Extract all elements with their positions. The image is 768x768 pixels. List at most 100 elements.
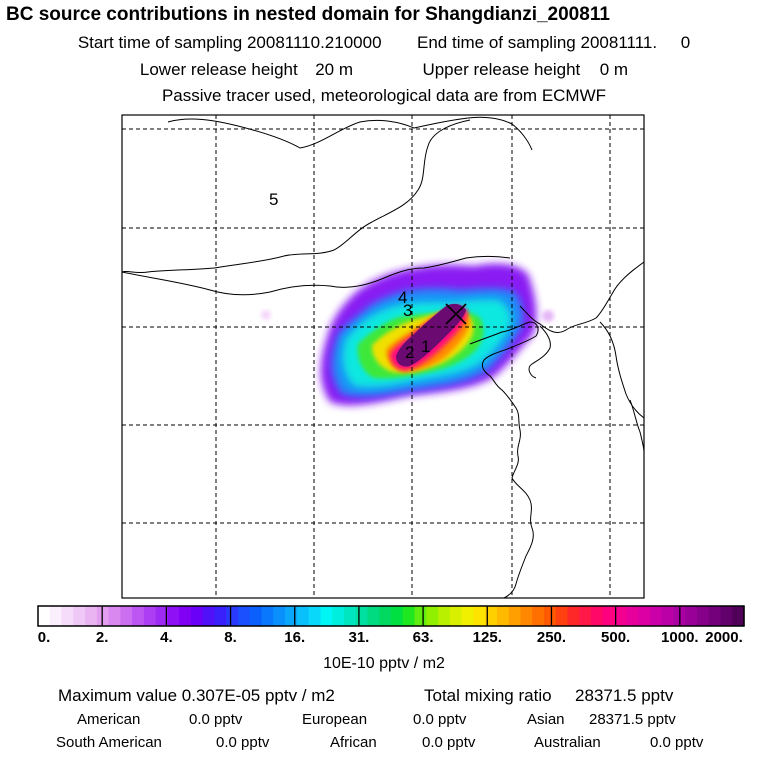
total-mixing-ratio: Total mixing ratio 28371.5 pptv	[424, 686, 673, 706]
coastline	[528, 325, 551, 379]
colorbar-cell	[602, 606, 616, 626]
colorbar-cell	[285, 606, 298, 626]
max-value-label: Maximum value	[58, 686, 178, 705]
colorbar-cell	[685, 606, 698, 626]
colorbar-cell	[579, 606, 592, 626]
start-time-value: 20081110.210000	[246, 33, 382, 52]
colorbar-cell	[226, 606, 239, 626]
colorbar-cell	[249, 606, 263, 626]
region-value: 0.0 pptv	[413, 711, 467, 728]
colorbar-cell	[120, 606, 133, 626]
colorbar-cell	[638, 606, 651, 626]
colorbar-cell	[567, 606, 580, 626]
sampling-time-line: Start time of sampling 20081110.210000 E…	[0, 33, 768, 53]
colorbar-dividers	[101, 606, 681, 626]
colorbar-tick-label: 1000.	[661, 629, 699, 646]
map-label-2: 2	[405, 343, 414, 362]
total-value: 28371.5 pptv	[575, 686, 674, 705]
colorbar-cell	[461, 606, 474, 626]
map-label-1: 1	[421, 337, 430, 356]
region-labels: 1 2 3 4 5	[269, 190, 430, 362]
colorbar-cells	[38, 606, 745, 626]
colorbar-cell	[708, 606, 722, 626]
plume-fleck	[542, 310, 554, 322]
region-value: 0.0 pptv	[189, 711, 243, 728]
colorbar-units: 10E-10 pptv / m2	[323, 655, 445, 672]
colorbar-cell	[355, 606, 369, 626]
release-height-line: Lower release height 20 m Upper release …	[0, 60, 768, 80]
plume-layer-core	[396, 303, 466, 367]
lower-height-value: 20 m	[315, 60, 353, 79]
receptor-marker	[445, 303, 467, 325]
total-label: Total mixing ratio	[424, 686, 552, 705]
colorbar-cell	[179, 606, 192, 626]
region-name: South American	[56, 734, 162, 751]
colorbar-frame	[37, 605, 745, 627]
colorbar-cell	[391, 606, 404, 626]
region-name: European	[302, 711, 368, 728]
border-line	[122, 119, 471, 274]
colorbar-cell	[496, 606, 510, 626]
colorbar-cell	[696, 606, 710, 626]
colorbar-cell	[343, 606, 357, 626]
plume-layers	[261, 263, 554, 406]
colorbar-cell	[367, 606, 380, 626]
region-value: 0.0 pptv	[422, 734, 476, 751]
coastline	[599, 321, 644, 419]
colorbar-cell	[555, 606, 569, 626]
end-time-label: End time of sampling	[417, 33, 576, 52]
chart-title: BC source contributions in nested domain…	[6, 4, 610, 25]
max-value: Maximum value 0.307E-05 pptv / m2	[58, 686, 335, 706]
colorbar-cell	[591, 606, 604, 626]
colorbar-cell	[379, 606, 392, 626]
end-time-value: 20081111. 0	[580, 33, 691, 52]
map-label-5: 5	[269, 190, 278, 209]
colorbar-cell	[449, 606, 463, 626]
colorbar-tick-label: 2.	[95, 629, 109, 646]
region-value: 28371.5 pptv	[589, 711, 676, 728]
colorbar-cell	[273, 606, 286, 626]
border-line	[122, 256, 511, 296]
region-name: Australian	[534, 734, 601, 751]
colorbar-cell	[296, 606, 310, 626]
colorbar-cell	[720, 606, 733, 626]
map-label-3: 3	[403, 301, 412, 320]
colorbar-tick-label: 31.	[348, 629, 370, 646]
coastline	[469, 321, 539, 598]
colorbar-cell	[61, 606, 74, 626]
colorbar-cell	[73, 606, 86, 626]
colorbar-cell	[414, 606, 427, 626]
colorbar-cell	[308, 606, 321, 626]
border-line	[167, 116, 533, 151]
colorbar-cell	[520, 606, 533, 626]
upper-height-value: 0 m	[599, 60, 629, 79]
colorbar-cell	[508, 606, 522, 626]
plume-fleck	[261, 310, 271, 320]
colorbar-cell	[49, 606, 63, 626]
colorbar-cell	[38, 606, 51, 626]
colorbar-tick-label: 0.	[37, 629, 51, 646]
colorbar-cell	[426, 606, 439, 626]
colorbar-cell	[626, 606, 639, 626]
colorbar-tick-label: 500.	[601, 629, 631, 646]
border-line	[519, 261, 644, 333]
colorbar-cell	[202, 606, 216, 626]
start-time-label: Start time of sampling	[77, 33, 243, 52]
colorbar-cell	[143, 606, 157, 626]
colorbar-cell	[485, 606, 498, 626]
coastlines-borders	[122, 116, 644, 598]
colorbar-cell	[532, 606, 545, 626]
grid-lines	[122, 115, 644, 598]
colorbar-cell	[85, 606, 98, 626]
colorbar-cell	[261, 606, 274, 626]
colorbar-cell	[614, 606, 627, 626]
colorbar-cell	[332, 606, 345, 626]
max-value-number: 0.307E-05 pptv / m2	[181, 686, 335, 705]
receptor-cross-line	[445, 303, 467, 325]
colorbar-tick-label: 4.	[160, 629, 173, 646]
colorbar-tick-label: 2000.	[705, 629, 743, 646]
colorbar-tick-label: 16.	[284, 629, 306, 646]
colorbar-cell	[190, 606, 204, 626]
colorbar-cell	[473, 606, 486, 626]
region-name: American	[77, 711, 141, 728]
